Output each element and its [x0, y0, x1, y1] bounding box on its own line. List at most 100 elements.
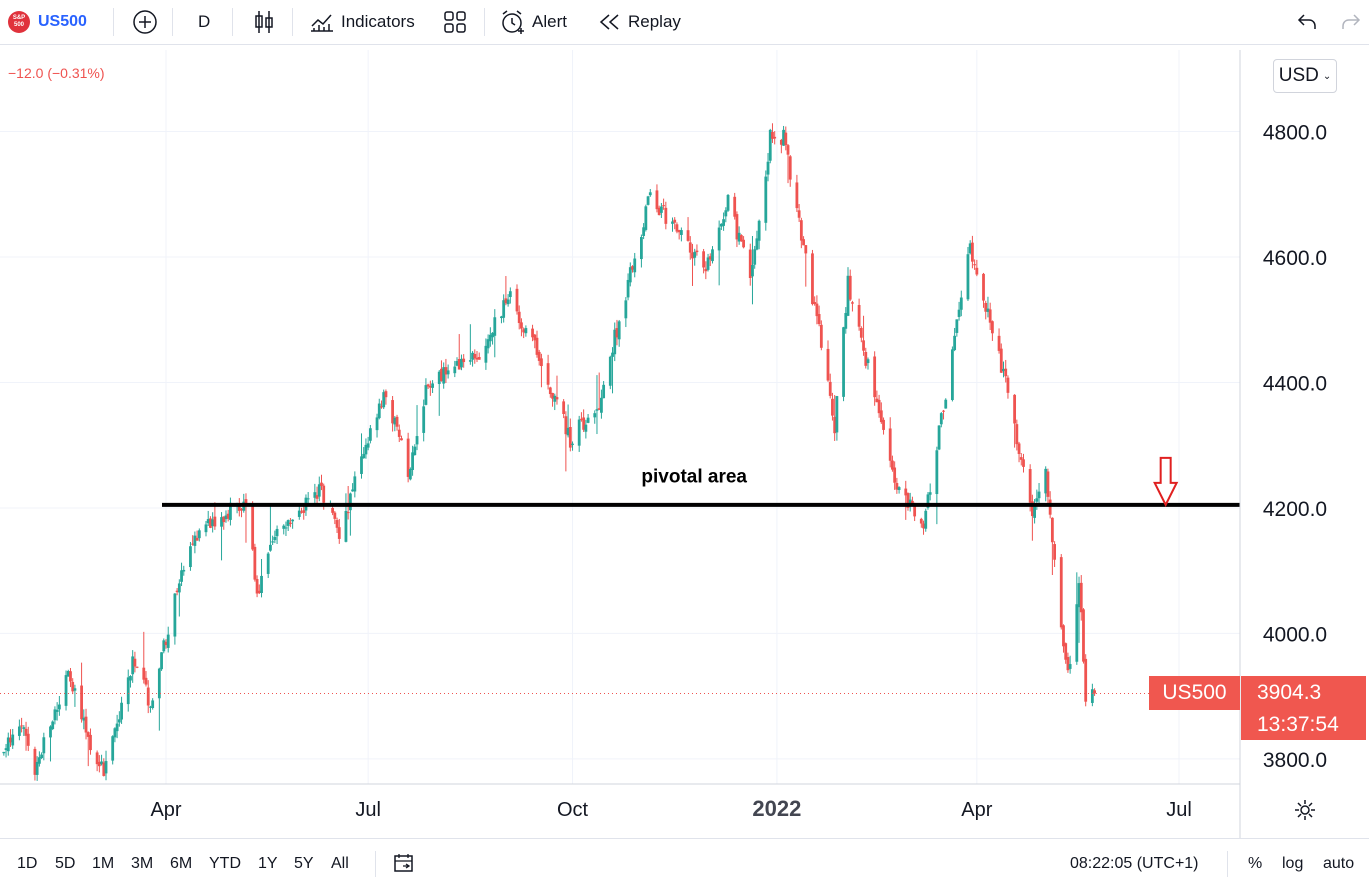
candle — [679, 227, 683, 242]
undo-button[interactable] — [1296, 0, 1318, 44]
candle — [204, 520, 208, 537]
y-tick-label: 4800.0 — [1263, 122, 1327, 145]
candle — [164, 639, 168, 649]
candle — [491, 332, 494, 345]
candle — [520, 318, 523, 337]
candle — [146, 680, 150, 714]
candle — [1082, 608, 1085, 664]
candle — [282, 524, 286, 535]
candle — [626, 273, 630, 301]
candle — [673, 217, 677, 230]
candle — [866, 357, 870, 370]
candle — [35, 756, 39, 781]
candle — [211, 512, 215, 533]
candle — [86, 731, 90, 767]
alert-label: Alert — [532, 12, 567, 31]
candle — [488, 327, 492, 347]
time-axis[interactable]: Apr Jul Oct 2022 Apr Jul — [150, 796, 1191, 821]
candle — [582, 409, 586, 432]
candle — [24, 721, 28, 751]
templates-button[interactable] — [443, 0, 467, 44]
replay-button[interactable]: Replay — [598, 0, 681, 44]
candle — [271, 535, 275, 546]
percent-scale-button[interactable]: % — [1248, 855, 1263, 872]
x-tick-label: Apr — [150, 799, 181, 821]
candle — [990, 320, 994, 341]
candle — [922, 520, 925, 535]
candle — [471, 351, 474, 367]
candle — [757, 219, 761, 250]
candle — [695, 244, 699, 256]
range-5y-button[interactable]: 5Y — [294, 855, 314, 872]
candle — [135, 666, 139, 669]
range-ytd-button[interactable]: YTD — [209, 855, 241, 872]
candle — [562, 399, 566, 419]
candle — [173, 593, 177, 645]
range-6m-button[interactable]: 6M — [170, 855, 193, 872]
candle — [351, 483, 355, 492]
candle — [177, 579, 181, 617]
candle — [751, 235, 754, 305]
candle — [659, 203, 663, 218]
toolbar-divider — [232, 8, 233, 36]
indicators-button[interactable]: Indicators — [309, 0, 415, 44]
candle — [580, 412, 583, 422]
candle — [966, 246, 970, 301]
candle — [708, 253, 712, 267]
candle — [362, 447, 366, 459]
price-axis[interactable]: 3800.0 4000.0 4200.0 4400.0 4600.0 4800.0 — [1263, 122, 1327, 772]
clock-time[interactable]: 08:22:05 (UTC+1) — [1070, 855, 1199, 872]
range-all-button[interactable]: All — [331, 855, 349, 872]
candles — [0, 123, 1240, 781]
grid-icon — [444, 11, 466, 33]
y-tick-label: 4400.0 — [1263, 372, 1327, 395]
candle — [737, 226, 741, 245]
log-scale-button[interactable]: log — [1282, 855, 1304, 872]
range-3m-button[interactable]: 3M — [131, 855, 154, 872]
candle — [628, 262, 632, 287]
auto-scale-button[interactable]: auto — [1323, 855, 1355, 872]
candle — [593, 410, 597, 424]
range-1y-button[interactable]: 1Y — [258, 855, 278, 872]
candle — [655, 184, 659, 213]
candle — [40, 752, 43, 760]
candle — [691, 243, 694, 286]
candle — [1013, 394, 1017, 448]
gear-icon[interactable] — [1293, 798, 1317, 822]
candle — [344, 493, 348, 543]
candle — [6, 732, 10, 756]
candle — [831, 392, 834, 421]
price-chart[interactable]: pivotal area 3800.0 4000.0 4200.0 4400.0 460… — [0, 0, 1369, 838]
candle — [1037, 483, 1041, 504]
candle — [157, 667, 161, 731]
range-1m-button[interactable]: 1M — [92, 855, 115, 872]
toolbar-divider — [172, 8, 173, 36]
candle — [968, 240, 972, 255]
range-1d-button[interactable]: 1D — [17, 855, 38, 872]
candle — [126, 669, 130, 712]
candle — [955, 319, 959, 337]
candle — [771, 123, 774, 143]
alert-button[interactable]: Alert — [500, 0, 567, 44]
symbol-button[interactable]: S&P 500 US500 — [8, 0, 87, 44]
candle — [422, 399, 426, 442]
bottom-divider — [375, 851, 376, 877]
alarm-clock-icon — [502, 10, 524, 34]
candle — [657, 205, 661, 216]
date-range-icon[interactable] — [393, 852, 415, 874]
redo-icon — [1342, 14, 1361, 29]
range-5d-button[interactable]: 5D — [55, 855, 76, 872]
candle — [1022, 453, 1025, 473]
candle — [266, 552, 270, 579]
candle — [815, 295, 819, 325]
currency-button[interactable]: USD ⌄ — [1273, 59, 1337, 93]
candle — [337, 518, 341, 544]
candle — [273, 530, 277, 544]
interval-button[interactable]: D — [198, 0, 210, 44]
candle — [253, 543, 257, 582]
redo-button[interactable] — [1340, 0, 1362, 44]
candle — [677, 229, 681, 240]
candle — [753, 245, 757, 269]
chart-type-button[interactable] — [252, 0, 276, 44]
compare-add-button[interactable] — [132, 0, 158, 44]
